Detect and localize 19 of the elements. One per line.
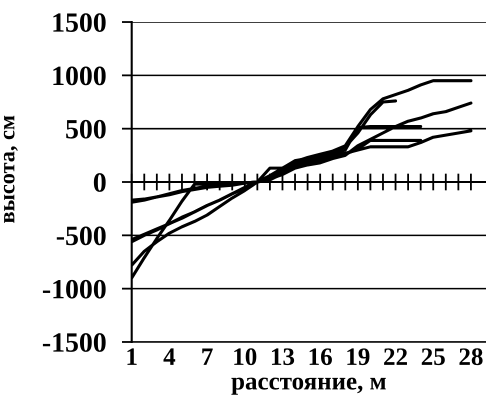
y-tick-label: -1500	[42, 333, 106, 352]
x-tick-label: 10	[234, 348, 256, 366]
x-tick-label: 4	[163, 348, 176, 365]
x-tick-label: 13	[272, 348, 294, 366]
y-tick-label: -1000	[42, 280, 106, 299]
x-tick-label: 16	[310, 348, 332, 366]
y-tick-label: 500	[66, 120, 106, 139]
x-tick-label: 25	[422, 348, 445, 366]
y-tick-label: 1500	[53, 13, 106, 32]
x-tick-label: 7	[202, 348, 213, 365]
y-axis-title: высота, см	[4, 116, 18, 223]
x-tick-label: 19	[347, 348, 370, 366]
y-tick-label: 0	[94, 173, 106, 192]
x-axis-title: расстояние, м	[231, 378, 386, 395]
y-tick-label: -500	[56, 226, 106, 246]
y-tick-label: 1000	[53, 66, 106, 86]
x-tick-label: 28	[459, 348, 483, 366]
x-tick-label: 1	[127, 348, 137, 365]
x-tick-label: 22	[384, 348, 407, 365]
